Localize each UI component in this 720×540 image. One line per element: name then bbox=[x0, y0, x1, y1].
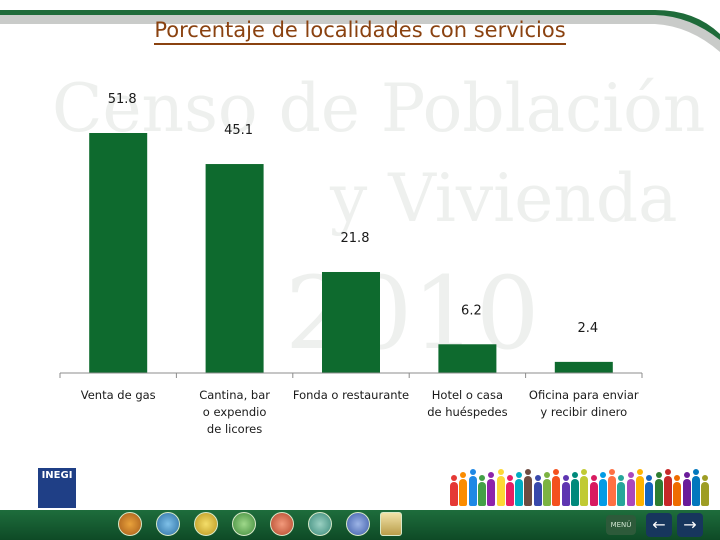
value-labels-group: 51.8 45.1 21.8 6.2 2.4 bbox=[108, 92, 598, 336]
person-figure-icon bbox=[626, 472, 635, 506]
page-title-text: Porcentaje de localidades con servicios bbox=[154, 18, 566, 45]
arrow-right-icon[interactable]: → bbox=[677, 513, 703, 537]
data-label: 6.2 bbox=[461, 303, 482, 318]
person-figure-icon bbox=[645, 475, 654, 506]
person-figure-icon bbox=[533, 475, 542, 506]
bars-group bbox=[89, 133, 613, 373]
person-figure-icon bbox=[505, 475, 514, 506]
data-label: 51.8 bbox=[108, 92, 137, 107]
document-section-icon[interactable] bbox=[380, 512, 402, 536]
person-figure-icon bbox=[561, 475, 570, 506]
person-figure-icon bbox=[598, 472, 607, 506]
person-figure-icon bbox=[617, 475, 626, 506]
person-figure-icon bbox=[552, 469, 561, 506]
people-section-icon[interactable] bbox=[118, 512, 142, 536]
person-figure-icon bbox=[663, 469, 672, 506]
top-decoration-band bbox=[0, 10, 720, 52]
bar-chart: 51.8 45.1 21.8 6.2 2.4 Venta de gas Cantina, … bbox=[59, 92, 643, 436]
bar bbox=[205, 164, 264, 373]
person-figure-icon bbox=[691, 469, 700, 506]
page-title: Porcentaje de localidades con servicios bbox=[0, 18, 720, 45]
data-label: 21.8 bbox=[341, 231, 370, 246]
tick-label: Cantina, bar o expendio de licores bbox=[199, 388, 270, 436]
menu-button[interactable]: MENÚ bbox=[606, 515, 636, 535]
tick-label: Fonda o restaurante bbox=[293, 388, 409, 402]
tick-label: Venta de gas bbox=[81, 388, 156, 402]
tick-label: Oficina para enviar y recibir dinero bbox=[529, 388, 639, 419]
person-figure-icon bbox=[468, 469, 477, 506]
section-icons bbox=[118, 512, 402, 538]
bar bbox=[438, 344, 497, 373]
person-figure-icon bbox=[524, 469, 533, 506]
info-section-icon[interactable] bbox=[156, 512, 180, 536]
person-figure-icon bbox=[608, 469, 617, 506]
axis-group bbox=[59, 372, 643, 378]
bar bbox=[89, 133, 148, 373]
person-figure-icon bbox=[701, 475, 710, 506]
family-section-icon[interactable] bbox=[232, 512, 256, 536]
data-label: 45.1 bbox=[224, 123, 253, 138]
person-figure-icon bbox=[682, 472, 691, 506]
person-figure-icon bbox=[673, 475, 682, 506]
person-figure-icon bbox=[580, 469, 589, 506]
person-figure-icon bbox=[459, 472, 468, 506]
person-figure-icon bbox=[654, 472, 663, 506]
population-section-icon[interactable] bbox=[194, 512, 218, 536]
bar bbox=[322, 271, 380, 373]
person-figure-icon bbox=[450, 475, 458, 506]
person-figure-icon bbox=[543, 472, 551, 506]
people-illustration bbox=[450, 469, 712, 510]
person-figure-icon bbox=[570, 472, 579, 506]
bar bbox=[554, 361, 613, 373]
person-figure-icon bbox=[487, 472, 496, 506]
arrow-left-icon[interactable]: ← bbox=[646, 513, 672, 537]
person-figure-icon bbox=[515, 472, 524, 506]
person-figure-icon bbox=[496, 469, 505, 506]
map-section-icon[interactable] bbox=[346, 512, 370, 536]
inegi-logo-mark bbox=[38, 468, 76, 508]
tick-label: Hotel o casa de huéspedes bbox=[427, 388, 507, 419]
tools-section-icon[interactable] bbox=[308, 512, 332, 536]
person-figure-icon bbox=[477, 475, 486, 506]
category-labels-group: Venta de gas Cantina, bar o expendio de lic… bbox=[81, 388, 639, 436]
person-figure-icon bbox=[589, 475, 598, 506]
data-label: 2.4 bbox=[577, 321, 598, 336]
logo-word: INEGI bbox=[41, 470, 73, 481]
home-section-icon[interactable] bbox=[270, 512, 294, 536]
person-figure-icon bbox=[636, 469, 644, 506]
